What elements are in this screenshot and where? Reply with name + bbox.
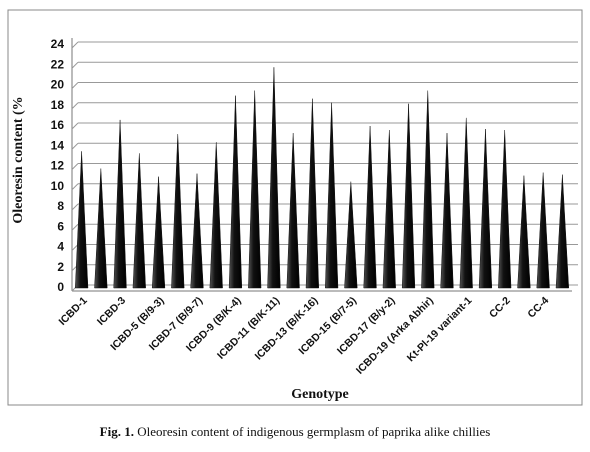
- grid-line-depth: [71, 223, 79, 231]
- cone: [113, 119, 127, 289]
- x-tick-label: CC-2: [487, 295, 513, 321]
- grid-line-depth: [71, 203, 79, 211]
- cone: [555, 174, 569, 289]
- y-tick-label: 18: [51, 98, 65, 112]
- cone: [305, 98, 319, 289]
- cone: [421, 90, 435, 289]
- caption-text: Oleoresin content of indigenous germplas…: [137, 424, 490, 439]
- cone: [325, 102, 339, 289]
- grid-line-depth: [71, 41, 79, 49]
- y-tick-label: 12: [51, 159, 65, 173]
- x-tick-label: Kt-Pl-19 variant-1: [405, 295, 475, 365]
- cone: [171, 134, 185, 289]
- x-tick-label: ICBD-3: [95, 295, 128, 328]
- cone: [478, 129, 493, 289]
- chart-frame: [7, 9, 583, 406]
- y-tick-label: 0: [57, 280, 64, 294]
- grid-line-depth: [71, 82, 79, 89]
- grid-line-depth: [71, 183, 79, 191]
- cone: [190, 173, 204, 289]
- cone: [382, 130, 396, 289]
- cone: [286, 133, 300, 289]
- cone: [344, 181, 358, 289]
- cone: [228, 95, 243, 289]
- cone: [401, 103, 416, 289]
- cone: [209, 142, 223, 289]
- y-tick-label: 20: [51, 78, 65, 92]
- grid-line-depth: [71, 102, 79, 110]
- x-tick-label: ICBD-1: [56, 295, 89, 328]
- y-tick-label: 2: [57, 260, 64, 274]
- cone: [440, 133, 454, 289]
- x-tick-label: CC-4: [525, 295, 551, 321]
- caption-prefix: Fig. 1.: [100, 424, 134, 439]
- y-tick-label: 4: [57, 240, 64, 254]
- grid-line-depth: [71, 122, 79, 130]
- y-axis-label: Oleoresin content (%: [11, 96, 26, 223]
- cone: [517, 175, 531, 289]
- grid-line-depth: [71, 163, 79, 170]
- cone: [248, 90, 262, 289]
- grid-line-depth: [71, 142, 79, 150]
- cone: [536, 172, 550, 289]
- cone: [498, 130, 512, 289]
- y-tick-label: 10: [51, 179, 65, 193]
- cone: [363, 125, 377, 289]
- cone: [75, 151, 89, 289]
- y-tick-label: 8: [57, 199, 64, 213]
- cone: [94, 168, 108, 289]
- y-tick-label: 16: [51, 118, 65, 132]
- cone: [132, 153, 146, 289]
- y-tick-label: 22: [51, 57, 65, 71]
- cone: [151, 176, 166, 289]
- caption: Fig. 1. Oleoresin content of indigenous …: [100, 424, 491, 439]
- y-tick-label: 24: [51, 37, 65, 51]
- grid-line-depth: [71, 61, 79, 69]
- y-tick-label: 6: [57, 219, 64, 233]
- x-axis-label: Genotype: [291, 387, 349, 402]
- cone: [459, 117, 473, 289]
- y-tick-label: 14: [51, 138, 65, 152]
- cone: [267, 67, 281, 289]
